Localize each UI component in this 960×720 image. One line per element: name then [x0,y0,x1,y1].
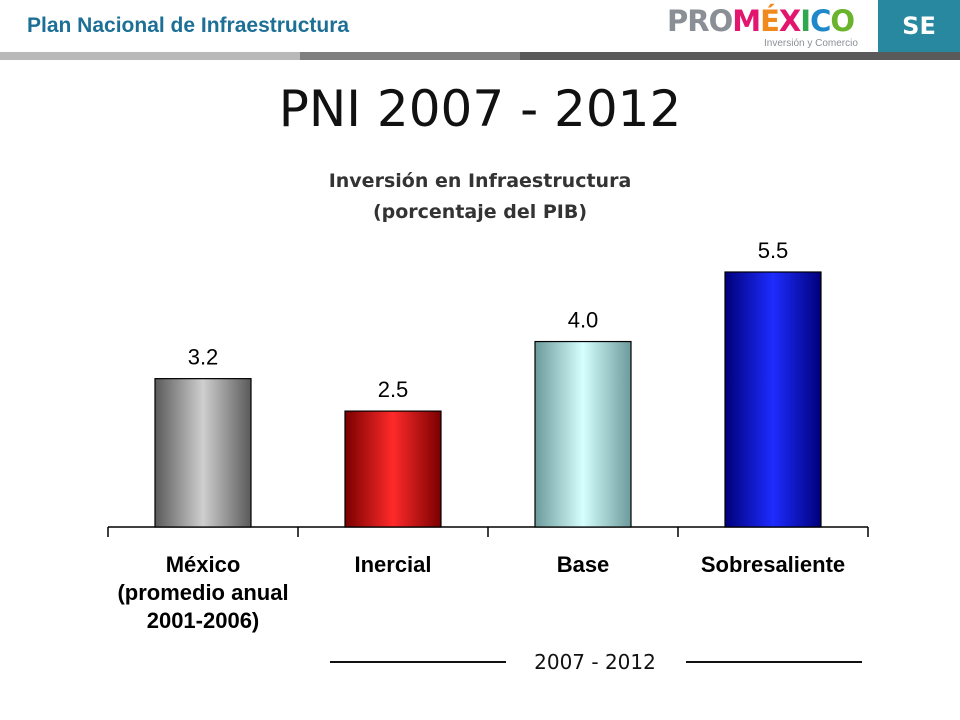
chart-title-line-1: Inversión en Infraestructura [328,170,632,192]
category-label: (promedio anual [117,580,288,605]
header-divider-light [0,52,300,60]
bar [534,340,632,528]
data-label: 4.0 [568,308,599,333]
logo-letter: X [778,4,801,38]
se-badge-text: SE [902,12,936,40]
period-label: 2007 - 2012 [534,650,656,674]
logo-letter: C [810,4,831,38]
bar [724,271,822,528]
logo-subtitle: Inversión y Comercio [764,38,858,49]
promexico-logo: PROMÉXICO [667,4,855,38]
header-title: Plan Nacional de Infraestructura [27,14,350,37]
data-label: 2.5 [378,377,409,402]
period-line-left [330,661,506,663]
logo-letter: É [760,4,780,38]
data-label: 5.5 [758,238,789,263]
logo-mexico-text: MÉXICO [732,4,855,38]
bar [154,378,252,528]
category-label: Inercial [354,552,431,577]
category-label: Base [557,552,610,577]
category-label: 2001-2006) [147,608,260,633]
header-divider-mid [300,52,520,60]
chart-title-line-2: (porcentaje del PIB) [372,201,588,223]
page-title: PNI 2007 - 2012 [278,80,682,138]
logo-letter: O [830,4,855,38]
logo-letter: I [800,4,811,38]
header-divider-dark [520,52,960,60]
chart-title: Inversión en Infraestructura (porcentaje… [0,166,960,228]
se-badge: SE [878,0,960,52]
period-line-right [686,661,862,663]
logo-letter: M [732,4,761,38]
data-label: 3.2 [188,345,219,370]
bar [344,410,442,528]
category-label: Sobresaliente [701,552,845,577]
logo-pro-text: PRO [667,4,733,38]
category-label: México [166,552,241,577]
